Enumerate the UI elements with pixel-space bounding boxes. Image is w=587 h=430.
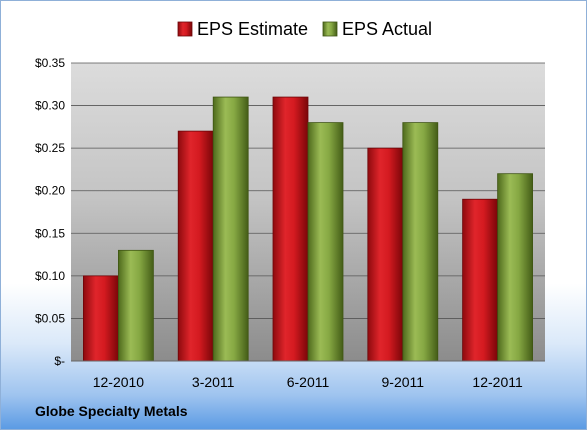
x-tick-label: 3-2011 [192,374,235,390]
legend-swatch-estimate [177,21,193,37]
y-tick-label: $0.20 [35,184,65,198]
y-tick-label: $0.25 [35,141,65,155]
bar-eps-actual [402,122,439,362]
bar-eps-actual [212,96,249,362]
bar-eps-estimate [177,130,214,362]
bar-eps-estimate [367,147,404,362]
company-name: Globe Specialty Metals [35,403,188,419]
bar-eps-estimate [462,198,499,362]
x-tick-label: 9-2011 [382,374,425,390]
x-tick-label: 12-2010 [93,374,145,390]
bar-eps-estimate [83,275,119,362]
bar-eps-actual [118,249,154,362]
legend-label: EPS Actual [342,19,432,39]
x-tick-label: 12-2011 [472,374,523,390]
y-tick-label: $- [54,354,65,368]
y-axis: $- $0.05 $0.10 $0.15 $0.20 $0.25 $0.30 $0.35 [35,56,65,368]
y-tick-label: $0.10 [35,269,65,283]
x-tick-label: 6-2011 [287,374,330,390]
x-axis: 12-2010 3-2011 6-2011 9-2011 12-2011 [71,360,545,390]
bars [83,96,534,362]
legend-label: EPS Estimate [197,19,308,39]
y-tick-label: $0.05 [35,311,65,325]
bar-eps-actual [307,122,344,362]
legend: EPS Estimate EPS Actual [177,19,432,39]
bar-eps-estimate [272,96,309,362]
y-tick-label: $0.35 [35,56,65,70]
y-tick-label: $0.30 [35,99,65,113]
y-tick-label: $0.15 [35,226,65,240]
bar-eps-actual [497,173,534,362]
legend-swatch-actual [322,21,338,37]
